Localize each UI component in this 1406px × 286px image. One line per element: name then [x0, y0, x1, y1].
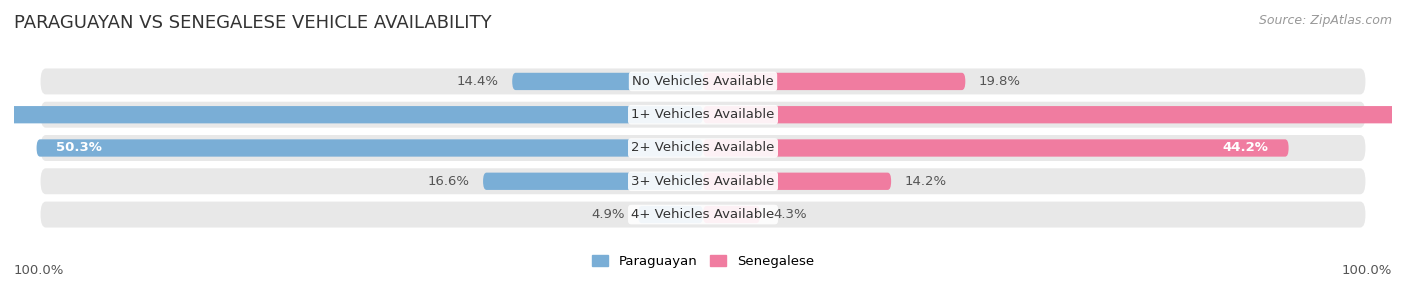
Text: Source: ZipAtlas.com: Source: ZipAtlas.com [1258, 14, 1392, 27]
Text: 3+ Vehicles Available: 3+ Vehicles Available [631, 175, 775, 188]
FancyBboxPatch shape [41, 168, 1365, 194]
Legend: Paraguayan, Senegalese: Paraguayan, Senegalese [592, 255, 814, 268]
FancyBboxPatch shape [703, 206, 761, 223]
FancyBboxPatch shape [512, 73, 703, 90]
FancyBboxPatch shape [41, 135, 1365, 161]
Text: 14.4%: 14.4% [457, 75, 499, 88]
Text: 50.3%: 50.3% [56, 142, 103, 154]
Text: 1+ Vehicles Available: 1+ Vehicles Available [631, 108, 775, 121]
FancyBboxPatch shape [703, 73, 966, 90]
FancyBboxPatch shape [703, 106, 1406, 123]
Text: 14.2%: 14.2% [904, 175, 946, 188]
Text: 44.2%: 44.2% [1223, 142, 1268, 154]
FancyBboxPatch shape [41, 202, 1365, 228]
FancyBboxPatch shape [703, 173, 891, 190]
FancyBboxPatch shape [638, 206, 703, 223]
FancyBboxPatch shape [41, 68, 1365, 94]
Text: 100.0%: 100.0% [14, 265, 65, 277]
Text: PARAGUAYAN VS SENEGALESE VEHICLE AVAILABILITY: PARAGUAYAN VS SENEGALESE VEHICLE AVAILAB… [14, 14, 492, 32]
FancyBboxPatch shape [37, 139, 703, 157]
Text: 100.0%: 100.0% [1341, 265, 1392, 277]
Text: 4.3%: 4.3% [773, 208, 807, 221]
FancyBboxPatch shape [0, 106, 703, 123]
FancyBboxPatch shape [484, 173, 703, 190]
Text: 2+ Vehicles Available: 2+ Vehicles Available [631, 142, 775, 154]
Text: 16.6%: 16.6% [427, 175, 470, 188]
FancyBboxPatch shape [703, 139, 1289, 157]
FancyBboxPatch shape [41, 102, 1365, 128]
Text: 4+ Vehicles Available: 4+ Vehicles Available [631, 208, 775, 221]
Text: 4.9%: 4.9% [592, 208, 624, 221]
Text: 19.8%: 19.8% [979, 75, 1021, 88]
Text: No Vehicles Available: No Vehicles Available [633, 75, 773, 88]
